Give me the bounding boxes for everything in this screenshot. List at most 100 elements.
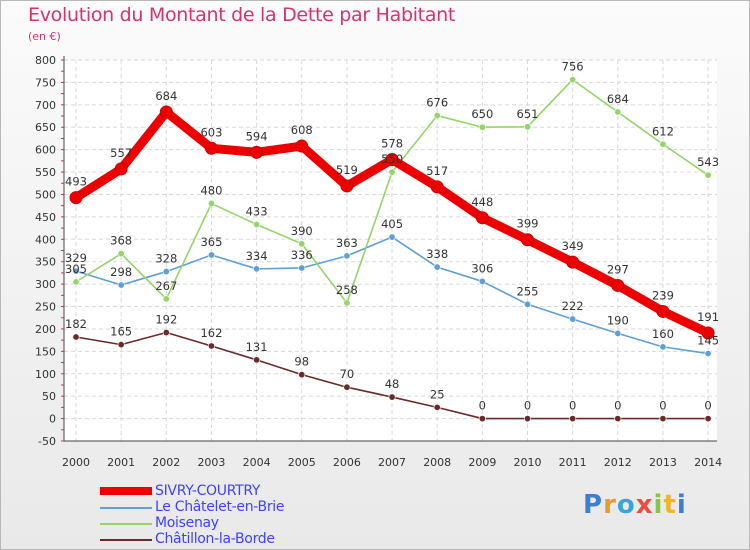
data-point — [569, 415, 577, 423]
data-point — [298, 264, 306, 272]
data-label: 306 — [471, 261, 493, 275]
data-label: 433 — [246, 205, 268, 219]
y-axis: -50 0 50 100 150 200 250 300 350 400 450 500 550 600 6… — [35, 54, 65, 448]
data-point — [343, 383, 351, 391]
data-label: 182 — [65, 317, 87, 331]
data-label: 365 — [200, 235, 222, 249]
data-label: 448 — [471, 195, 493, 209]
data-label: 349 — [562, 239, 584, 253]
data-point — [72, 278, 80, 286]
proxiti-logo: Proxiti — [583, 490, 687, 520]
y-tick-label: 450 — [35, 211, 56, 224]
legend-swatch — [100, 523, 152, 525]
data-label: 328 — [155, 252, 177, 266]
y-tick-label: 600 — [35, 144, 56, 157]
data-point — [295, 139, 309, 153]
data-label: 0 — [614, 399, 621, 413]
data-label: 676 — [426, 96, 448, 110]
y-tick-label: 750 — [35, 76, 56, 89]
data-label: 608 — [291, 123, 313, 137]
data-point — [159, 105, 173, 119]
data-label: 222 — [562, 299, 584, 313]
data-label: 578 — [381, 137, 403, 151]
y-tick-label: 650 — [35, 121, 56, 134]
data-label: 480 — [200, 183, 222, 197]
data-point — [253, 356, 261, 364]
legend-swatch — [100, 487, 152, 495]
x-tick-label: 2005 — [288, 456, 316, 469]
logo-letter: t — [663, 490, 677, 520]
x-tick-label: 2003 — [197, 456, 225, 469]
data-label: 0 — [479, 399, 486, 413]
data-point — [72, 267, 80, 275]
data-point — [207, 251, 215, 259]
data-point — [433, 263, 441, 271]
data-label: 145 — [697, 334, 719, 348]
y-tick-label: 500 — [35, 188, 56, 201]
data-label: 517 — [426, 164, 448, 178]
data-label: 405 — [381, 217, 403, 231]
data-point — [656, 304, 670, 318]
data-label: 160 — [652, 327, 674, 341]
logo-letter: P — [583, 490, 604, 520]
data-point — [385, 153, 399, 167]
data-label: 267 — [155, 279, 177, 293]
x-tick-label: 2009 — [468, 456, 496, 469]
data-label: 329 — [65, 251, 87, 265]
data-point — [253, 265, 261, 273]
data-point — [340, 179, 354, 193]
data-label: 255 — [517, 284, 539, 298]
chart-title: Evolution du Montant de la Dette par Hab… — [28, 4, 456, 26]
data-point — [523, 300, 531, 308]
data-point — [388, 168, 396, 176]
data-point — [523, 123, 531, 131]
data-point — [521, 233, 534, 247]
x-tick-label: 2002 — [152, 456, 180, 469]
plot-area — [64, 60, 717, 441]
data-point — [343, 252, 351, 260]
y-tick-label: 700 — [35, 99, 56, 112]
data-label: 684 — [607, 92, 629, 106]
data-label: 603 — [200, 125, 222, 139]
data-label: 131 — [246, 340, 268, 354]
x-tick-label: 2007 — [378, 456, 406, 469]
data-point — [388, 393, 396, 401]
legend-label: SIVRY-COURTRY — [155, 483, 261, 499]
y-tick-label: 150 — [35, 345, 56, 358]
data-point — [433, 403, 441, 411]
data-label: 25 — [430, 387, 445, 401]
x-tick-label: 2010 — [514, 456, 542, 469]
data-point — [72, 333, 80, 341]
data-point — [253, 221, 261, 229]
logo-letter: o — [616, 490, 636, 520]
y-tick-label: 100 — [35, 368, 56, 381]
data-point — [569, 315, 577, 323]
logo-letter: i — [676, 490, 687, 520]
y-tick-label: 550 — [35, 166, 56, 179]
x-tick-label: 2012 — [604, 456, 632, 469]
y-tick-label: 800 — [35, 54, 56, 67]
data-point — [569, 76, 577, 84]
y-tick-label: 400 — [35, 233, 56, 246]
data-point — [162, 329, 170, 337]
x-tick-label: 2013 — [649, 456, 677, 469]
data-point — [611, 278, 625, 292]
x-tick-label: 2006 — [333, 456, 361, 469]
y-tick-label: 350 — [35, 256, 56, 269]
data-label: 165 — [110, 325, 132, 339]
legend-label: Châtillon-la-Borde — [155, 531, 275, 547]
data-label: 399 — [517, 217, 539, 231]
x-tick-label: 2014 — [694, 456, 722, 469]
data-label: 48 — [385, 377, 400, 391]
data-label: 239 — [652, 288, 674, 302]
data-point — [343, 299, 351, 307]
y-tick-label: -50 — [38, 435, 56, 448]
data-point — [388, 233, 396, 241]
data-point — [430, 180, 444, 194]
data-label: 390 — [291, 224, 313, 238]
data-label: 594 — [246, 129, 268, 143]
data-label: 70 — [340, 367, 355, 381]
data-label: 557 — [110, 146, 132, 160]
data-label: 258 — [336, 283, 358, 297]
x-tick-label: 2011 — [559, 456, 587, 469]
